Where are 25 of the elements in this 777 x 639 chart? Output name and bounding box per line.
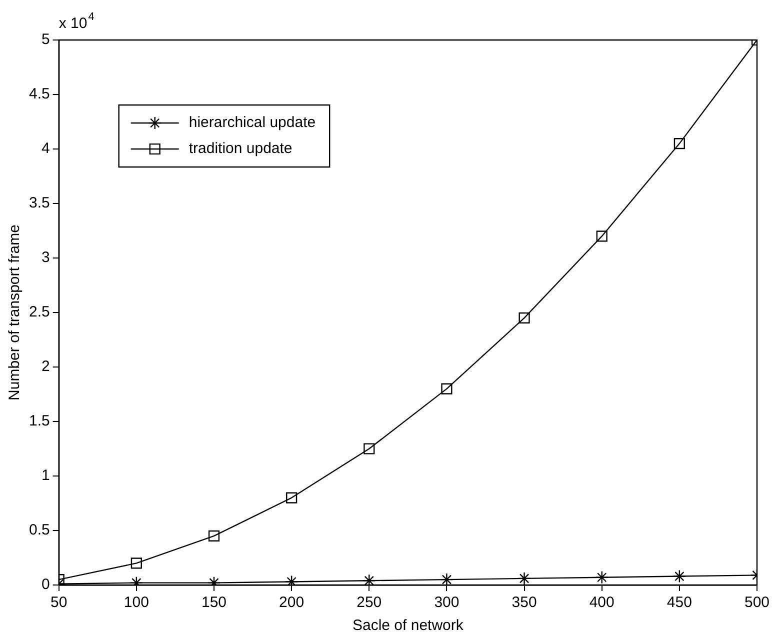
x-tick-label: 50 [50, 594, 68, 612]
y-tick-label: 5 [42, 31, 50, 48]
x-tick-label: 150 [201, 594, 227, 612]
y-tick-label: 1 [42, 467, 50, 484]
y-tick-label: 2.5 [28, 304, 50, 321]
x-tick-label: 250 [356, 594, 382, 612]
y-tick-label: 0.5 [28, 522, 50, 539]
x-axis-title: Sacle of network [352, 617, 464, 634]
legend-label: hierarchical update [188, 114, 316, 132]
y-tick-label: 4.5 [28, 86, 50, 103]
x-tick-label: 500 [744, 594, 770, 612]
y-tick-label: 0 [42, 576, 50, 594]
x-tick-label: 300 [434, 594, 460, 612]
y-tick-label: 4 [42, 140, 50, 158]
y-tick-label: 2 [42, 358, 50, 376]
y-axis-title: Number of transport frame [6, 224, 24, 400]
legend-label: tradition update [188, 140, 292, 158]
x-tick-label: 400 [589, 594, 614, 612]
y-tick-label: 1.5 [28, 412, 50, 430]
x-tick-label: 450 [666, 594, 692, 612]
x-tick-label: 100 [124, 594, 149, 612]
x-tick-label: 200 [279, 594, 304, 612]
x-tick-label: 350 [512, 594, 537, 612]
y-tick-label: 3 [42, 249, 50, 266]
y-tick-label: 3.5 [28, 194, 50, 212]
